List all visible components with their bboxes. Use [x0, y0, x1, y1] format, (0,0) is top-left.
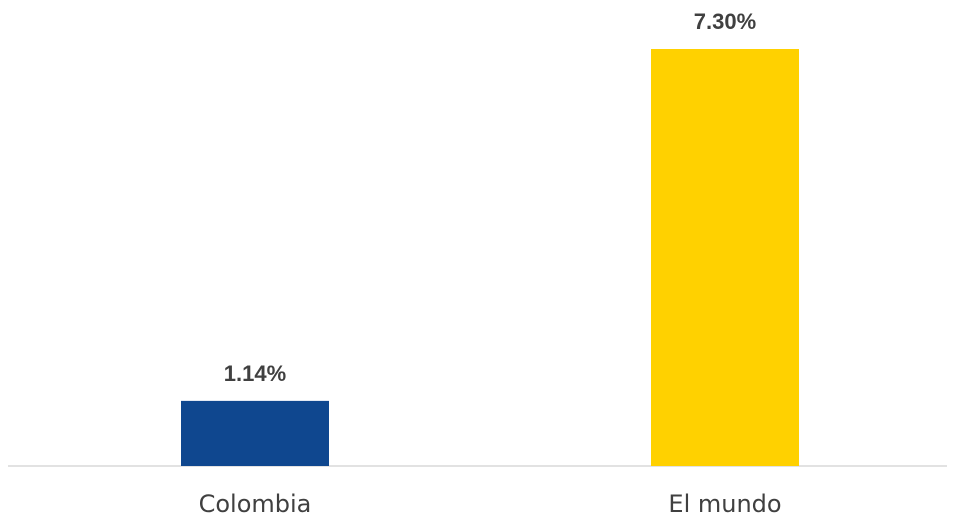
bar-el-mundo [651, 49, 799, 466]
category-label-colombia: Colombia [199, 490, 312, 518]
category-labels-group: Colombia El mundo [199, 490, 782, 518]
bars-group [181, 49, 799, 466]
data-label-el-mundo: 7.30% [694, 9, 756, 34]
data-labels-group: 1.14% 7.30% [224, 9, 756, 386]
data-label-colombia: 1.14% [224, 361, 286, 386]
bar-colombia [181, 400, 329, 466]
category-label-el-mundo: El mundo [668, 490, 781, 518]
